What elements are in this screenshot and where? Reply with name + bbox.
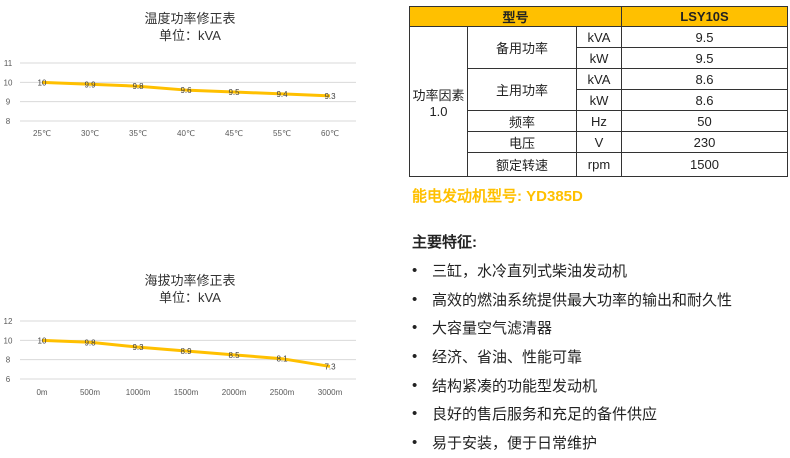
x-tick-label: 45℃: [225, 129, 243, 138]
data-label: 9.8: [132, 82, 144, 91]
feature-text: 结构紧凑的功能型发动机: [432, 377, 598, 395]
y-tick-label: 10: [4, 78, 13, 87]
x-tick-label: 40℃: [177, 129, 195, 138]
value: 8.6: [621, 68, 788, 90]
feature-text: 易于安装，便于日常维护: [432, 434, 598, 452]
x-tick-label: 55℃: [273, 129, 291, 138]
chart-plot: 8 9 10 11 25℃ 30℃ 35℃ 40℃ 45℃ 55℃ 60℃ 10 9.9 9.8 9.6 9.…: [4, 59, 356, 138]
data-label: 9.3: [324, 92, 336, 101]
value: 50: [621, 110, 788, 132]
engine-model: 能电发动机型号: YD385D: [412, 188, 583, 205]
unit: Hz: [576, 110, 622, 132]
feature-text: 大容量空气滤清器: [432, 320, 553, 338]
speed-label: 额定转速: [467, 152, 577, 177]
data-label: 10: [38, 78, 47, 87]
unit: kVA: [576, 68, 622, 90]
value: 1500: [621, 152, 788, 177]
x-tick-label: 1000m: [126, 388, 151, 397]
bullet-icon: •: [412, 347, 418, 365]
bullet-icon: •: [412, 376, 418, 394]
voltage-label: 电压: [467, 131, 577, 153]
list-item: • 结构紧凑的功能型发动机: [412, 371, 732, 400]
list-item: • 经济、省油、性能可靠: [412, 342, 732, 371]
list-item: • 易于安装，便于日常维护: [412, 428, 732, 457]
value: 9.5: [621, 47, 788, 69]
data-label: 8.1: [276, 355, 288, 364]
unit: V: [576, 131, 622, 153]
x-tick-label: 35℃: [129, 129, 147, 138]
data-label: 9.6: [180, 86, 192, 95]
bullet-icon: •: [412, 319, 418, 337]
y-tick-label: 9: [6, 98, 11, 107]
x-tick-label: 500m: [80, 388, 100, 397]
list-item: • 良好的售后服务和充足的备件供应: [412, 399, 732, 428]
data-label: 10: [38, 336, 47, 345]
feature-text: 良好的售后服务和充足的备件供应: [432, 406, 658, 424]
chart-title: 海拔功率修正表: [144, 273, 236, 288]
x-tick-label: 2500m: [270, 388, 295, 397]
data-label: 9.8: [84, 338, 96, 347]
series-line: [41, 80, 331, 98]
y-tick-label: 8: [6, 356, 11, 365]
y-tick-label: 10: [4, 336, 13, 345]
standby-power-label: 备用功率: [467, 26, 577, 69]
feature-list: • 三缸，水冷直列式柴油发动机 • 高效的燃油系统提供最大功率的输出和耐久性 • 大容…: [412, 256, 732, 457]
prime-power-label: 主用功率: [467, 68, 577, 111]
unit: kW: [576, 47, 622, 69]
list-item: • 高效的燃油系统提供最大功率的输出和耐久性: [412, 285, 732, 314]
value: 8.6: [621, 89, 788, 111]
chart-plot: 6 8 10 12 0m 500m 1000m 1500m 2000m 2500m 3000m 10 9…: [4, 317, 356, 397]
value: 9.5: [621, 26, 788, 48]
altitude-chart: 海拔功率修正表 单位：kVA 6 8 10 12 0m 500m 1000m 1500m 200…: [0, 260, 400, 410]
x-tick-label: 3000m: [318, 388, 343, 397]
chart-title: 温度功率修正表: [144, 11, 236, 26]
data-label: 9.5: [228, 88, 240, 97]
header-model: 型号: [409, 6, 622, 27]
chart-subtitle: 单位：kVA: [159, 28, 221, 43]
bullet-icon: •: [412, 405, 418, 423]
y-tick-label: 12: [4, 317, 13, 326]
data-label: 9.4: [276, 90, 288, 99]
y-tick-label: 11: [4, 59, 13, 68]
feature-text: 三缸，水冷直列式柴油发动机: [432, 262, 628, 280]
x-tick-label: 2000m: [222, 388, 247, 397]
y-tick-label: 8: [6, 117, 11, 126]
value: 230: [621, 131, 788, 153]
data-label: 8.9: [180, 347, 192, 356]
data-label: 9.3: [132, 343, 144, 352]
temperature-chart: 温度功率修正表 单位：kVA 8 9 10 11 25℃ 30℃ 35℃ 40℃ 45℃ 55℃ 6…: [0, 0, 400, 150]
spec-table: 型号 LSY10S 功率因素 1.0 备用功率 kVA 9.5 kW 9.5 主用功率 kV…: [409, 6, 788, 177]
data-label: 8.5: [228, 351, 240, 360]
feature-text: 经济、省油、性能可靠: [432, 348, 583, 366]
list-item: • 大容量空气滤清器: [412, 313, 732, 342]
data-label: 9.9: [84, 80, 96, 89]
list-item: • 三缸，水冷直列式柴油发动机: [412, 256, 732, 285]
feature-text: 高效的燃油系统提供最大功率的输出和耐久性: [432, 291, 733, 309]
chart-subtitle: 单位：kVA: [159, 290, 221, 305]
power-factor: 功率因素 1.0: [409, 26, 468, 177]
x-tick-label: 30℃: [81, 129, 99, 138]
unit: rpm: [576, 152, 622, 177]
bullet-icon: •: [412, 290, 418, 308]
x-tick-label: 25℃: [33, 129, 51, 138]
x-tick-label: 60℃: [321, 129, 339, 138]
series-line: [41, 338, 331, 368]
y-tick-label: 6: [6, 375, 11, 384]
frequency-label: 频率: [467, 110, 577, 132]
bullet-icon: •: [412, 261, 418, 279]
features-heading: 主要特征:: [412, 234, 477, 251]
bullet-icon: •: [412, 433, 418, 451]
header-model-value: LSY10S: [621, 6, 788, 27]
unit: kW: [576, 89, 622, 111]
x-tick-label: 1500m: [174, 388, 199, 397]
unit: kVA: [576, 26, 622, 48]
data-label: 7.3: [324, 362, 336, 371]
x-tick-label: 0m: [36, 388, 47, 397]
